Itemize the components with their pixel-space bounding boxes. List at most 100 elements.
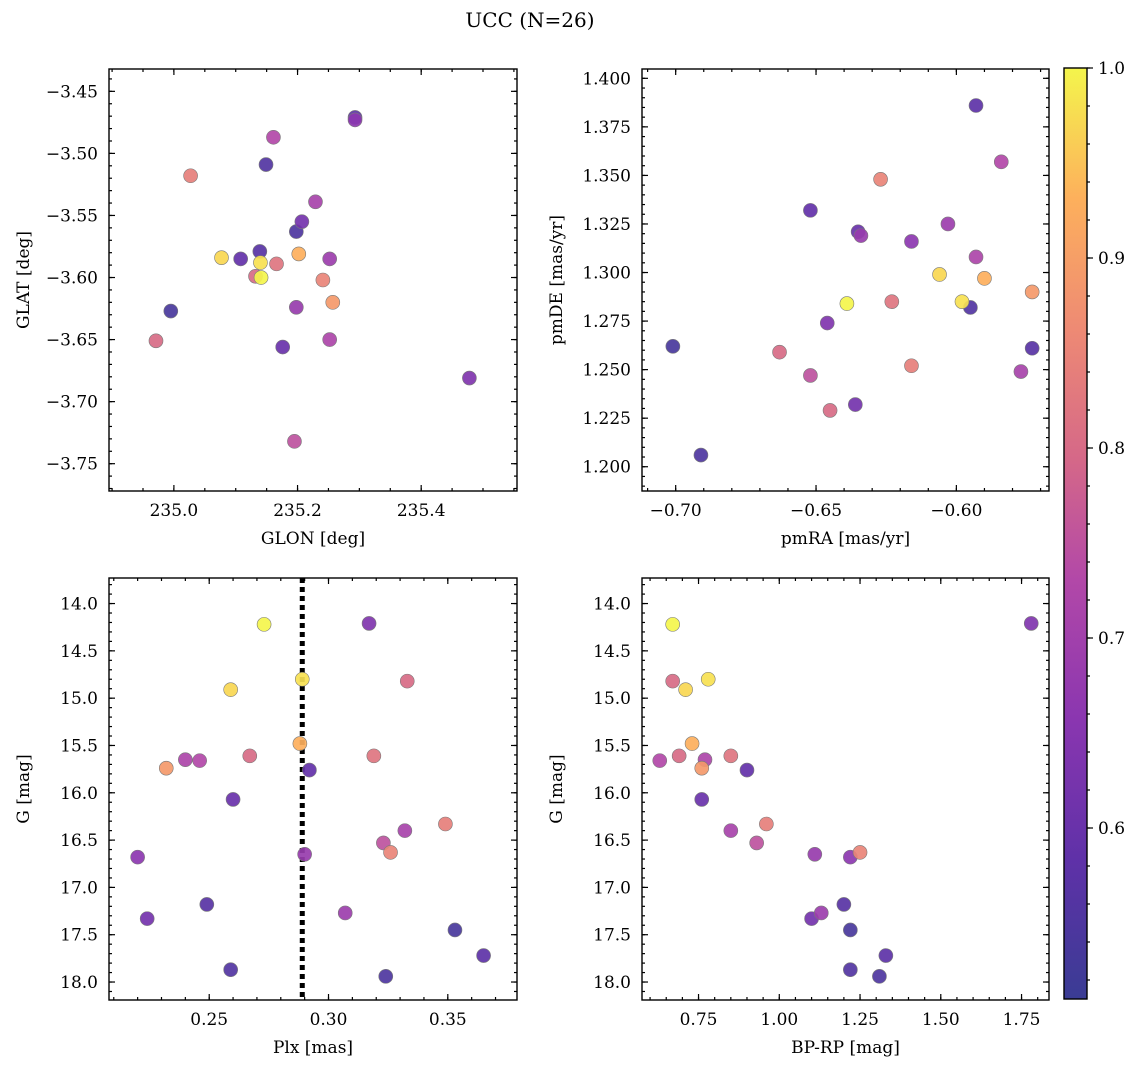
x-axis-label: GLON [deg]	[261, 529, 365, 549]
y-axis-label: GLAT [deg]	[14, 231, 34, 329]
data-point	[192, 753, 207, 768]
data-point	[723, 823, 739, 838]
data-point	[148, 333, 164, 349]
y-tick-label: 1.375	[582, 118, 631, 138]
colorbar-frame	[1063, 67, 1088, 1000]
y-tick-label: 14.5	[60, 642, 98, 662]
x-tick-label: 235.2	[273, 501, 322, 521]
x-axis-label: BP-RP [mag]	[791, 1038, 900, 1058]
data-point	[694, 760, 710, 776]
data-point	[287, 434, 302, 449]
data-point	[292, 736, 308, 751]
data-point	[289, 300, 304, 315]
data-point	[678, 682, 693, 697]
data-point	[337, 905, 353, 921]
data-point	[839, 296, 855, 311]
data-point	[807, 846, 823, 862]
data-point	[308, 194, 323, 210]
y-tick-label: 17.0	[60, 878, 98, 898]
axes-frame	[641, 68, 1050, 492]
x-axis-label: pmRA [mas/yr]	[781, 529, 910, 549]
y-tick-label: 14.0	[60, 595, 98, 615]
data-point	[183, 168, 198, 184]
data-point	[302, 762, 317, 778]
data-point	[968, 249, 984, 265]
y-tick-label: 18.0	[593, 973, 631, 993]
data-point	[269, 256, 284, 272]
data-point	[294, 671, 310, 687]
x-tick-label: 0.35	[429, 1010, 467, 1030]
data-point	[878, 948, 894, 963]
data-point	[266, 129, 281, 145]
y-tick-label: 15.0	[60, 689, 98, 709]
y-tick-label: −3.50	[46, 144, 98, 164]
y-tick-label: −3.70	[46, 393, 98, 413]
data-point	[772, 344, 787, 360]
data-point	[139, 911, 155, 926]
colorbar-tick-label: 0.8	[1098, 439, 1125, 459]
data-point	[347, 112, 363, 128]
y-tick-label: 1.225	[582, 409, 631, 429]
y-tick-label: −3.45	[46, 82, 98, 102]
x-tick-label: 0.75	[680, 1010, 718, 1030]
data-point	[759, 816, 774, 832]
panel-glon-glat: 235.0 235.2 235.4 −3.45 −3.50 −3.55 −3.60 −3.65…	[14, 68, 518, 549]
data-point	[322, 251, 337, 267]
axes-frame	[641, 577, 1050, 1001]
data-point	[366, 748, 382, 764]
data-point	[884, 294, 900, 309]
colorbar: 1.0 0.9 0.8 0.7 0.6	[1063, 59, 1125, 1000]
y-tick-label: −3.60	[46, 269, 98, 289]
data-point	[130, 849, 145, 865]
axes-frame	[108, 68, 518, 492]
data-point	[739, 762, 755, 778]
x-tick-label: 0.30	[310, 1010, 348, 1030]
x-tick-label: 235.0	[150, 501, 199, 521]
data-point	[1024, 284, 1040, 300]
y-tick-label: 1.300	[582, 264, 631, 284]
data-point	[968, 98, 984, 113]
colorbar-gradient	[1064, 68, 1087, 999]
data-point	[476, 948, 491, 963]
data-point	[383, 845, 398, 860]
data-point	[693, 447, 709, 463]
y-tick-label: 1.275	[582, 312, 631, 332]
x-tick-label: 0.25	[190, 1010, 228, 1030]
y-tick-label: 14.5	[593, 642, 631, 662]
y-tick-label: 1.350	[582, 166, 631, 186]
data-point	[297, 846, 312, 862]
data-point	[361, 616, 377, 631]
x-tick-label: 235.4	[397, 501, 446, 521]
data-point	[665, 673, 680, 689]
data-point	[852, 845, 868, 860]
colorbar-tick-label: 0.7	[1098, 629, 1125, 649]
x-tick-label: −0.70	[650, 501, 702, 521]
data-point	[438, 816, 453, 832]
x-tick-label: 1.00	[760, 1010, 798, 1030]
colorbar-tick-label: 0.6	[1098, 819, 1125, 839]
data-point	[723, 748, 739, 764]
y-axis-label: G [mag]	[14, 754, 34, 823]
data-point	[325, 295, 341, 310]
y-tick-label: 17.5	[593, 926, 631, 946]
x-tick-label: −0.60	[930, 501, 982, 521]
data-point	[214, 250, 229, 265]
y-tick-label: 18.0	[60, 973, 98, 993]
data-point	[872, 969, 887, 984]
data-point	[803, 368, 818, 383]
data-point	[813, 905, 829, 921]
x-tick-label: −0.65	[790, 501, 842, 521]
data-point	[253, 270, 269, 285]
y-tick-label: 15.0	[593, 689, 631, 709]
data-point	[803, 203, 818, 218]
x-tick-label: 1.50	[922, 1010, 960, 1030]
y-tick-label: 15.5	[593, 736, 631, 756]
data-point	[256, 617, 272, 632]
y-tick-label: 1.250	[582, 361, 631, 381]
y-axis-label: pmDE [mas/yr]	[547, 215, 567, 345]
panel-cmd: 0.75 1.00 1.25 1.50 1.75 14.0 14.5 15.0 15.5 16.0…	[547, 577, 1050, 1058]
y-tick-label: 1.400	[582, 69, 631, 89]
data-point	[225, 792, 241, 807]
y-axis-label: G [mag]	[547, 754, 567, 823]
data-point	[1013, 364, 1029, 379]
